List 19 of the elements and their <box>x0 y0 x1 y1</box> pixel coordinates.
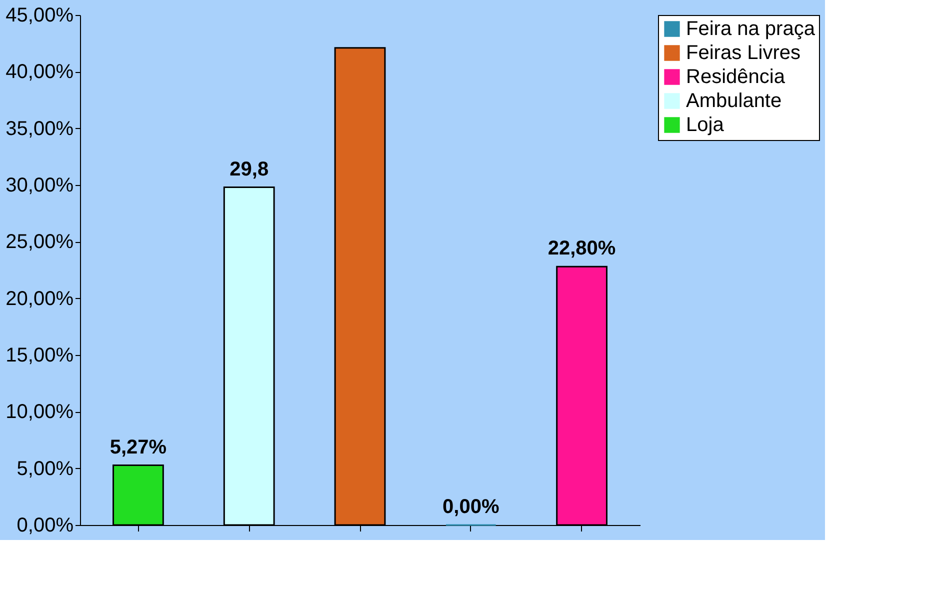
y-tick-label: 15,00% <box>6 344 74 366</box>
data-label: 0,00% <box>442 496 500 518</box>
y-tick-label: 5,00% <box>16 458 74 480</box>
legend-label: Feira na praça <box>686 18 816 40</box>
y-tick-label: 45,00% <box>6 4 74 26</box>
legend-label: Feiras Livres <box>686 42 800 64</box>
y-tick-label: 10,00% <box>6 401 74 424</box>
data-label: 5,27% <box>110 436 167 458</box>
legend-label: Ambulante <box>686 90 782 112</box>
y-tick-label: 30,00% <box>6 174 74 196</box>
y-tick-label: 20,00% <box>6 288 74 310</box>
y-tick-label: 35,00% <box>6 118 74 140</box>
data-label: 22,80% <box>548 238 616 260</box>
legend-label: Residência <box>686 66 786 88</box>
y-tick-label: 25,00% <box>6 231 74 254</box>
y-tick-label: 40,00% <box>6 61 74 84</box>
legend-label: Loja <box>686 114 725 136</box>
data-label: 29,8 <box>230 158 269 180</box>
y-tick-label: 0,00% <box>16 514 74 536</box>
